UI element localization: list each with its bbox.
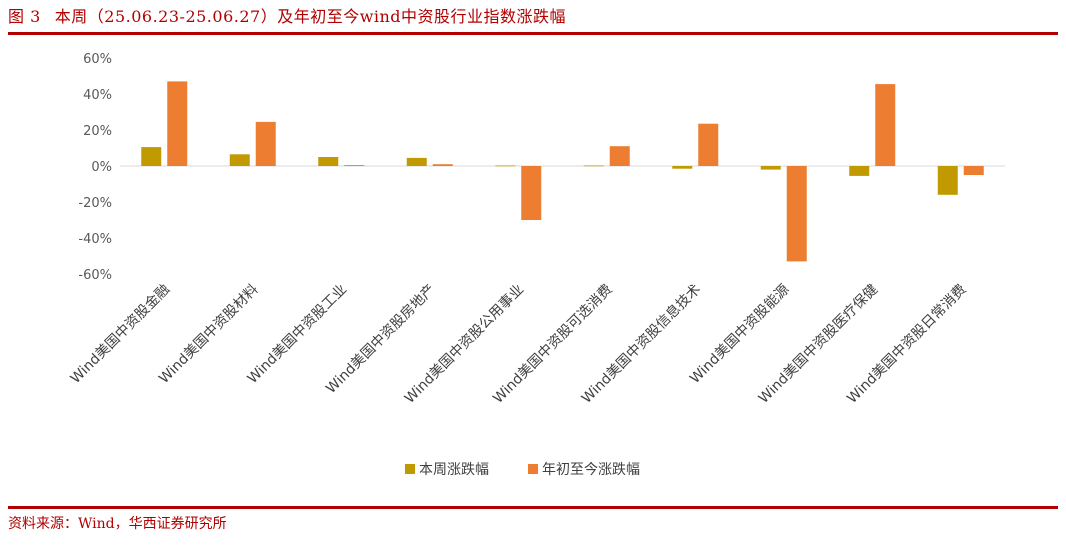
bar-ytd bbox=[521, 166, 542, 220]
y-tick-label: -20% bbox=[78, 196, 112, 211]
bar-week bbox=[672, 166, 693, 169]
y-tick-label: 40% bbox=[83, 88, 112, 103]
bar-ytd bbox=[609, 146, 630, 166]
bar-ytd bbox=[963, 166, 984, 175]
category-label: Wind美国中资股能源 bbox=[687, 282, 792, 387]
legend-label-week: 本周涨跌幅 bbox=[419, 462, 489, 478]
bar-ytd bbox=[698, 123, 719, 166]
bar-chart: 60%40%20%0%-20%-40%-60%Wind美国中资股金融Wind美国… bbox=[68, 52, 1005, 478]
bar-week bbox=[937, 166, 958, 195]
legend-label-ytd: 年初至今涨跌幅 bbox=[542, 461, 640, 478]
bar-week bbox=[406, 157, 427, 166]
y-tick-label: 60% bbox=[83, 52, 112, 67]
bar-week bbox=[849, 166, 870, 176]
y-tick-label: 0% bbox=[91, 160, 112, 175]
bar-ytd bbox=[344, 165, 365, 166]
bar-week bbox=[495, 165, 516, 167]
bar-ytd bbox=[786, 166, 807, 262]
bar-week bbox=[141, 147, 162, 166]
bar-week bbox=[318, 157, 339, 166]
bar-week bbox=[583, 165, 604, 167]
figure-number: 图 3 bbox=[8, 7, 41, 26]
legend-swatch-week bbox=[405, 464, 415, 474]
figure-title-text: 本周（25.06.23-25.06.27）及年初至今wind中资股行业指数涨跌幅 bbox=[54, 7, 567, 26]
source-note: 资料来源：Wind，华西证券研究所 bbox=[8, 516, 227, 532]
footer-rule bbox=[8, 506, 1058, 509]
figure-title: 图 3 本周（25.06.23-25.06.27）及年初至今wind中资股行业指数… bbox=[8, 3, 566, 27]
bar-ytd bbox=[167, 81, 188, 166]
bar-ytd bbox=[875, 84, 896, 166]
title-rule bbox=[8, 32, 1058, 35]
category-label: Wind美国中资股工业 bbox=[245, 282, 350, 387]
bar-ytd bbox=[432, 164, 453, 166]
y-tick-label: -40% bbox=[78, 232, 112, 247]
category-label: Wind美国中资股材料 bbox=[156, 282, 261, 387]
bar-week bbox=[760, 166, 781, 170]
bar-week bbox=[229, 154, 250, 166]
bar-ytd bbox=[255, 121, 276, 166]
y-tick-label: 20% bbox=[83, 124, 112, 139]
category-label: Wind美国中资股金融 bbox=[68, 282, 173, 387]
y-tick-label: -60% bbox=[78, 268, 112, 283]
legend-swatch-ytd bbox=[528, 464, 538, 474]
